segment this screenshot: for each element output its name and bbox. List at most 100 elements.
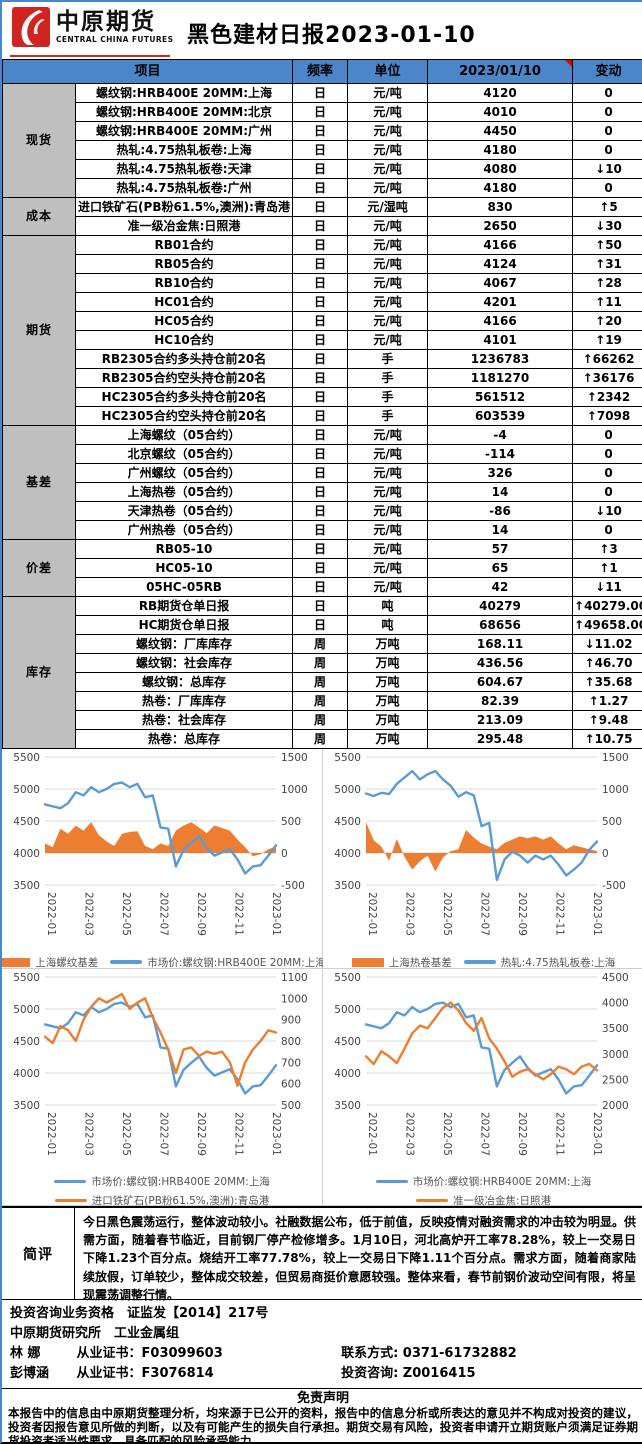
- commentary-label: 简评: [2, 1208, 75, 1299]
- item-cell: 准一级冶金焦:日照港: [74, 216, 294, 236]
- line-swatch-icon: [54, 1198, 87, 1203]
- unit-cell: 元/吨: [347, 520, 429, 540]
- freq-cell: 日: [292, 197, 349, 217]
- unit-cell: 万吨: [347, 672, 429, 692]
- svg-text:2000: 2000: [602, 1100, 629, 1112]
- item-cell: 天津热卷（05合约）: [74, 501, 294, 521]
- freq-cell: 日: [292, 102, 349, 122]
- freq-cell: 日: [292, 330, 349, 350]
- svg-text:2023-01: 2023-01: [591, 1112, 603, 1156]
- unit-cell: 元/吨: [347, 501, 429, 521]
- svg-text:2022-01: 2022-01: [366, 892, 378, 936]
- svg-text:1500: 1500: [602, 752, 629, 764]
- unit-cell: 吨: [347, 615, 429, 635]
- unit-cell: 元/吨: [347, 159, 429, 179]
- item-cell: 螺纹钢:HRB400E 20MM:北京: [74, 102, 294, 122]
- table-row: 准一级冶金焦:日照港日元/吨 2650 ↓30: [3, 216, 642, 236]
- table-row: 热轧:4.75热轧板卷:广州日元/吨 4180 0: [3, 178, 642, 198]
- item-cell: 螺纹钢：社会库存: [74, 653, 294, 673]
- unit-cell: 万吨: [347, 729, 429, 749]
- commentary-text: 今日黑色震荡运行，整体波动较小。社融数据公布，低于前值，反映疫情对融资需求的冲击…: [83, 1215, 636, 1302]
- unit-cell: 元/吨: [347, 444, 429, 464]
- unit-cell: 元/吨: [347, 330, 429, 350]
- change-cell: 0: [572, 425, 642, 445]
- svg-text:2023-01: 2023-01: [270, 1112, 282, 1156]
- svg-text:2022-03: 2022-03: [403, 1112, 415, 1156]
- up-arrow-icon: ↑: [595, 313, 606, 328]
- freq-cell: 日: [292, 235, 349, 255]
- freq-cell: 日: [292, 482, 349, 502]
- freq-cell: 日: [292, 216, 349, 236]
- up-arrow-icon: ↑: [599, 541, 610, 556]
- logo-icon: [12, 7, 50, 47]
- freq-cell: 日: [292, 406, 349, 426]
- unit-cell: 元/吨: [347, 425, 429, 445]
- table-row: 库存 RB期货仓单日报日吨 40279 ↑40279.00: [2, 596, 642, 749]
- value-cell: 14: [427, 520, 574, 540]
- change-cell: ↑28: [572, 273, 642, 293]
- svg-text:5000: 5000: [13, 784, 40, 796]
- svg-text:2022-01: 2022-01: [45, 1112, 57, 1156]
- up-arrow-icon: ↑: [588, 712, 599, 727]
- unit-cell: 元/吨: [347, 273, 429, 293]
- legend-label: 上海热卷基差: [388, 956, 452, 969]
- change-cell: ↑5: [572, 197, 642, 217]
- svg-text:4000: 4000: [334, 848, 361, 860]
- freq-cell: 日: [292, 520, 349, 540]
- table-row: 螺纹钢：总库存周万吨 604.67 ↑35.68: [3, 672, 642, 692]
- svg-text:700: 700: [281, 1057, 301, 1069]
- unit-cell: 万吨: [347, 653, 429, 673]
- svg-text:2022-07: 2022-07: [157, 1112, 169, 1156]
- value-cell: 57: [427, 539, 574, 559]
- freq-cell: 日: [292, 254, 349, 274]
- change-cell: ↑66262: [572, 349, 642, 369]
- unit-cell: 万吨: [347, 710, 429, 730]
- svg-text:2500: 2500: [602, 1074, 629, 1086]
- svg-text:500: 500: [281, 816, 301, 828]
- change-cell: ↑7098: [572, 406, 642, 426]
- up-arrow-icon: ↑: [574, 617, 585, 632]
- change-cell: 0: [572, 121, 642, 141]
- svg-text:2022-07: 2022-07: [478, 1112, 490, 1156]
- table-row: 基差 上海螺纹（05合约）日元/吨 -4 0: [2, 425, 642, 540]
- svg-text:2022-11: 2022-11: [232, 892, 244, 936]
- down-arrow-icon: ↓: [595, 161, 606, 176]
- logo-underline: [10, 55, 170, 57]
- table-row: 期货 RB01合约日元/吨 4166 ↑50: [2, 235, 642, 426]
- change-cell: ↑9.48: [572, 710, 642, 730]
- unit-cell: 元/吨: [347, 463, 429, 483]
- item-cell: 上海热卷（05合约）: [74, 482, 294, 502]
- up-arrow-icon: ↑: [586, 408, 597, 423]
- svg-text:0: 0: [281, 848, 288, 860]
- table-row: 北京螺纹（05合约）日元/吨 -114 0: [3, 444, 642, 464]
- chart-shanghai-rebar-basis: 3500 4000 4500 5000 5500 -500 0 500 1000 1500 2022…: [2, 749, 326, 969]
- change-cell: ↑1.27: [572, 691, 642, 711]
- svg-text:2022-07: 2022-07: [157, 892, 169, 936]
- category-cell: 成本: [2, 197, 76, 236]
- table-row: 05HC-05RB 日元/吨 42 ↓11: [3, 577, 642, 597]
- table-row: HC05-10 日元/吨 65 ↑1: [3, 558, 642, 578]
- unit-cell: 元/吨: [347, 235, 429, 255]
- table-row: 螺纹钢：厂库库存周万吨 168.11 ↓11.02: [3, 634, 642, 654]
- freq-cell: 日: [292, 501, 349, 521]
- table-row: 热卷：社会库存周万吨 213.09 ↑9.48: [3, 710, 642, 730]
- item-cell: RB2305合约空头持仓前20名: [74, 368, 294, 388]
- item-cell: HC2305合约多头持仓前20名: [74, 387, 294, 407]
- freq-cell: 周: [292, 634, 349, 654]
- change-cell: ↓10: [572, 501, 642, 521]
- company-name: 中原期货: [56, 9, 156, 36]
- item-cell: 螺纹钢：总库存: [74, 672, 294, 692]
- item-cell: HC05-10: [74, 558, 294, 578]
- item-cell: 进口铁矿石(PB粉61.5%,澳洲):青岛港: [74, 197, 294, 217]
- item-cell: RB2305合约多头持仓前20名: [74, 349, 294, 369]
- down-arrow-icon: ↓: [595, 218, 606, 233]
- change-cell: ↑35.68: [572, 672, 642, 692]
- item-cell: HC10合约: [74, 330, 294, 350]
- value-cell: 4166: [427, 311, 574, 331]
- chart-canvas: 3500 4000 4500 5000 5500 -500 0 500 1000 1500 2022…: [334, 752, 629, 936]
- freq-cell: 日: [292, 615, 349, 635]
- table-row: 现货 螺纹钢:HRB400E 20MM:上海日元/吨 4120 0: [2, 83, 642, 198]
- freq-cell: 日: [292, 292, 349, 312]
- change-cell: ↑20: [572, 311, 642, 331]
- item-cell: 热轧:4.75热轧板卷:上海: [74, 140, 294, 160]
